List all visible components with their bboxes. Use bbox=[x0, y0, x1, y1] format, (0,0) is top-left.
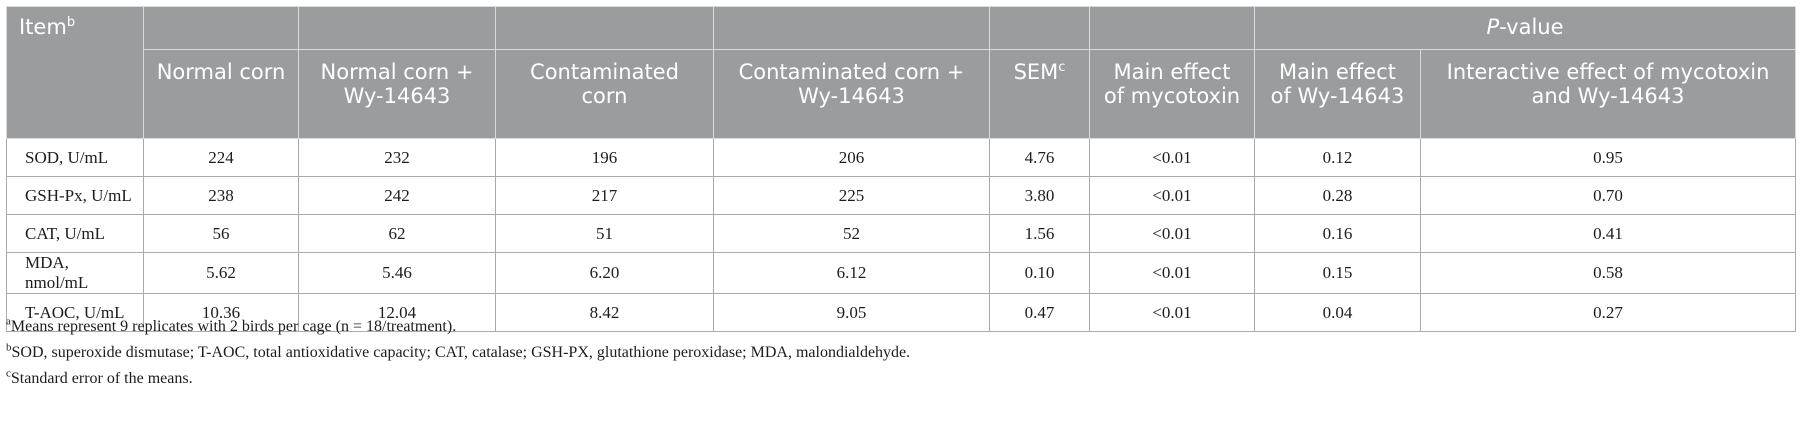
col-header-contaminated-corn: Contaminated corn bbox=[495, 49, 714, 139]
table-cell: 0.41 bbox=[1419, 214, 1797, 253]
row-label: CAT, U/mL bbox=[6, 214, 144, 253]
table-cell: 0.16 bbox=[1254, 214, 1421, 253]
table-cell: 9.05 bbox=[713, 293, 990, 332]
col-header-sem-label: SEM bbox=[1013, 60, 1059, 84]
table-cell: 52 bbox=[713, 214, 990, 253]
col-header-main-mycotoxin: Main effect of mycotoxin bbox=[1089, 49, 1255, 139]
col-header-normal-corn: Normal corn bbox=[143, 49, 299, 139]
table-cell: <0.01 bbox=[1089, 138, 1255, 177]
table-cell: 0.58 bbox=[1419, 252, 1797, 294]
table-cell: 3.80 bbox=[989, 176, 1090, 215]
table-cell: <0.01 bbox=[1089, 252, 1255, 294]
empty-header-cell bbox=[495, 6, 714, 50]
pvalue-header-rest: -value bbox=[1499, 15, 1564, 39]
table-cell: 0.04 bbox=[1254, 293, 1421, 332]
empty-header-cell bbox=[1089, 6, 1255, 50]
footnote-mark: a bbox=[6, 315, 11, 328]
table-row: SOD, U/mL 224 232 196 206 4.76 <0.01 0.1… bbox=[6, 138, 1797, 177]
table-cell: <0.01 bbox=[1089, 176, 1255, 215]
col-header-contaminated-corn-wy: Contaminated corn + Wy-14643 bbox=[713, 49, 990, 139]
footnote-a: aMeans represent 9 replicates with 2 bir… bbox=[6, 315, 457, 336]
table-row: GSH-Px, U/mL 238 242 217 225 3.80 <0.01 … bbox=[6, 176, 1797, 215]
table-cell: 51 bbox=[495, 214, 714, 253]
table-cell: 1.56 bbox=[989, 214, 1090, 253]
empty-header-cell bbox=[298, 6, 496, 50]
footnote-mark: b bbox=[6, 341, 12, 354]
table-row: MDA, nmol/mL 5.62 5.46 6.20 6.12 0.10 <0… bbox=[6, 252, 1797, 294]
data-table-container: Itemb P-value Normal corn Normal corn + … bbox=[6, 6, 1797, 332]
table-cell: 4.76 bbox=[989, 138, 1090, 177]
table-cell: 224 bbox=[143, 138, 299, 177]
col-header-sem: SEMc bbox=[989, 49, 1090, 139]
table-cell: 5.46 bbox=[298, 252, 496, 294]
table-cell: 217 bbox=[495, 176, 714, 215]
data-table: Itemb P-value Normal corn Normal corn + … bbox=[6, 6, 1797, 332]
table-cell: 0.28 bbox=[1254, 176, 1421, 215]
table-cell: 6.12 bbox=[713, 252, 990, 294]
table-cell: 238 bbox=[143, 176, 299, 215]
item-header-sup: b bbox=[66, 15, 76, 30]
footnote-text: Standard error of the means. bbox=[10, 370, 193, 387]
col-header-interactive: Interactive effect of mycotoxin and Wy-1… bbox=[1419, 49, 1797, 139]
table-cell: 6.20 bbox=[495, 252, 714, 294]
table-cell: 0.12 bbox=[1254, 138, 1421, 177]
table-cell: 0.47 bbox=[989, 293, 1090, 332]
table-cell: 0.70 bbox=[1419, 176, 1797, 215]
empty-header-cell bbox=[143, 6, 299, 50]
table-cell: 196 bbox=[495, 138, 714, 177]
pvalue-header-italic: P bbox=[1486, 15, 1500, 39]
row-label: SOD, U/mL bbox=[6, 138, 144, 177]
table-cell: 225 bbox=[713, 176, 990, 215]
table-cell: 232 bbox=[298, 138, 496, 177]
row-label: T-AOC, U/mL bbox=[6, 293, 144, 332]
footnote-b: bSOD, superoxide dismutase; T-AOC, total… bbox=[6, 341, 911, 362]
table-cell: 206 bbox=[713, 138, 990, 177]
item-header: Itemb bbox=[6, 6, 144, 139]
table-row: T-AOC, U/mL 10.36 12.04 8.42 9.05 0.47 <… bbox=[6, 293, 1797, 332]
col-header-sem-sup: c bbox=[1058, 60, 1066, 75]
table-cell: 0.27 bbox=[1419, 293, 1797, 332]
table-cell: 56 bbox=[143, 214, 299, 253]
row-label: MDA, nmol/mL bbox=[6, 252, 144, 294]
table-cell: <0.01 bbox=[1089, 214, 1255, 253]
col-header-normal-corn-wy: Normal corn + Wy-14643 bbox=[298, 49, 496, 139]
table-row: CAT, U/mL 56 62 51 52 1.56 <0.01 0.16 0.… bbox=[6, 214, 1797, 253]
footnote-text: Means represent 9 replicates with 2 bird… bbox=[10, 318, 457, 335]
table-cell: 0.95 bbox=[1419, 138, 1797, 177]
table-cell: 0.10 bbox=[989, 252, 1090, 294]
footnote-text: SOD, superoxide dismutase; T-AOC, total … bbox=[11, 344, 911, 361]
empty-header-cell bbox=[989, 6, 1090, 50]
empty-header-cell bbox=[713, 6, 990, 50]
table-cell: 10.36 bbox=[143, 293, 299, 332]
table-cell: 0.15 bbox=[1254, 252, 1421, 294]
item-header-label: Item bbox=[19, 15, 67, 39]
header-row-top: Itemb P-value bbox=[6, 6, 1797, 139]
col-header-main-wy: Main effect of Wy-14643 bbox=[1254, 49, 1421, 139]
row-label: GSH-Px, U/mL bbox=[6, 176, 144, 215]
footnote-mark: c bbox=[6, 367, 11, 380]
header-row-columns: Normal corn Normal corn + Wy-14643 Conta… bbox=[7, 49, 1797, 139]
table-cell: <0.01 bbox=[1089, 293, 1255, 332]
pvalue-header: P-value bbox=[1253, 6, 1797, 50]
table-cell: 8.42 bbox=[495, 293, 714, 332]
table-cell: 242 bbox=[298, 176, 496, 215]
table-cell: 62 bbox=[298, 214, 496, 253]
table-cell: 5.62 bbox=[143, 252, 299, 294]
footnote-c: cStandard error of the means. bbox=[6, 367, 193, 388]
